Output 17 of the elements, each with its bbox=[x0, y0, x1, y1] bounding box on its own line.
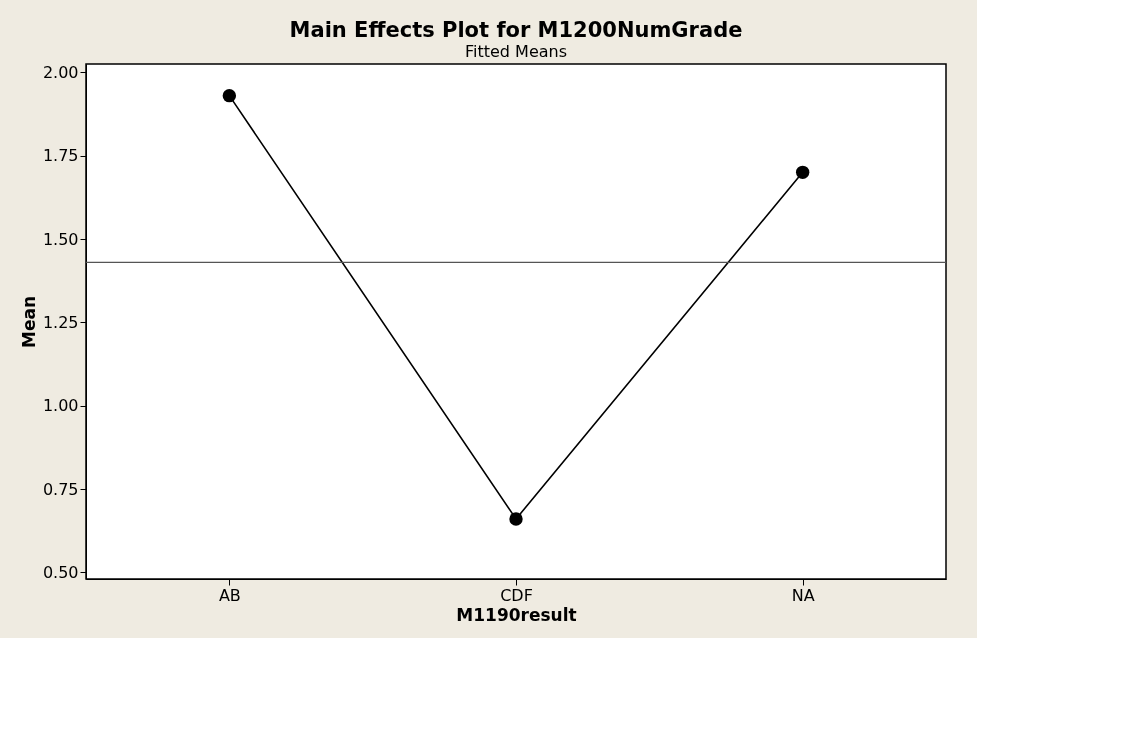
point bbox=[795, 165, 810, 180]
chart-title: Main Effects Plot for M1200NumGrade bbox=[289, 18, 743, 42]
y-tick-label: 0.75 bbox=[42, 479, 79, 499]
y-tick-label: 1.25 bbox=[42, 312, 79, 332]
y-tick-label: 1.75 bbox=[42, 146, 79, 166]
chart-subtitle: Fitted Means bbox=[464, 42, 568, 61]
x-tick-label: NA bbox=[791, 585, 815, 605]
y-tick-label: 2.00 bbox=[42, 62, 79, 82]
point bbox=[509, 512, 523, 526]
y-tick-label: 1.00 bbox=[42, 396, 79, 416]
x-tick-label: CDF bbox=[500, 585, 533, 605]
y-axis-title: Mean bbox=[18, 295, 39, 349]
x-tick-label: AB bbox=[218, 585, 241, 605]
y-tick-label: 1.50 bbox=[42, 229, 79, 249]
x-axis-title: M1190result bbox=[456, 604, 577, 625]
point bbox=[222, 88, 237, 103]
y-tick-label: 0.50 bbox=[42, 562, 79, 582]
